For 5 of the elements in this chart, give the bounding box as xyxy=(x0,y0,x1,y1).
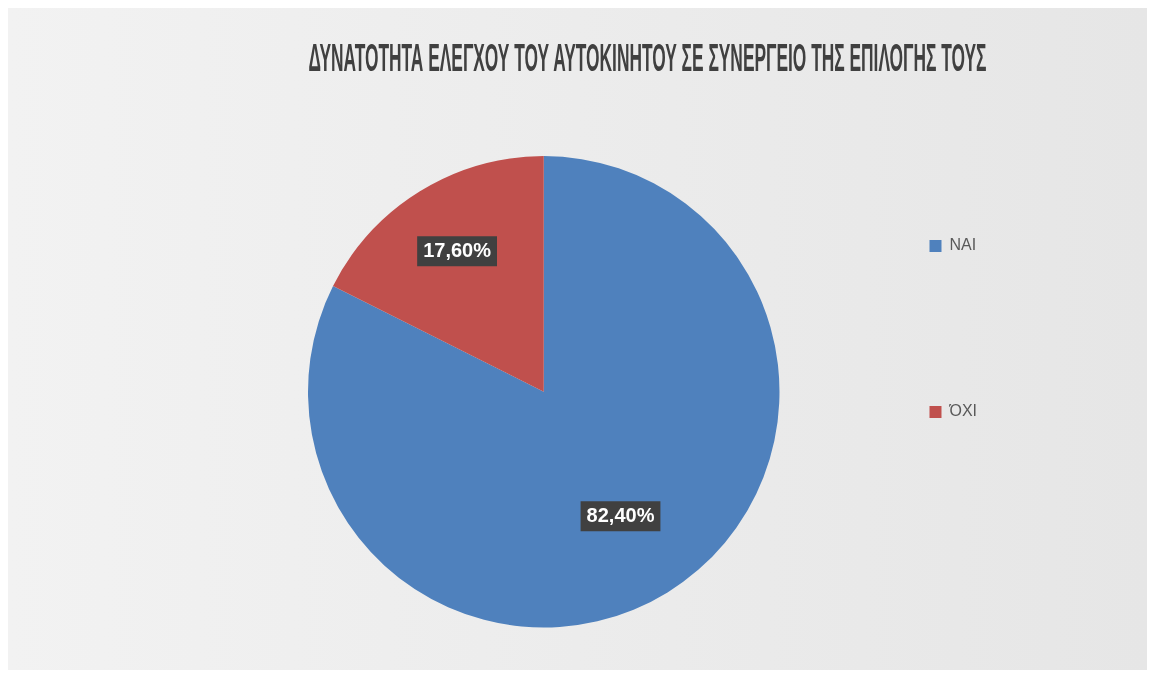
data-label: 17,60% xyxy=(423,238,492,261)
legend-label: ΝΑΙ xyxy=(949,236,977,254)
legend-label: ΌΧΙ xyxy=(948,402,978,420)
chart-title: ΔΥΝΑΤΟΤΗΤΑ ΕΛΕΓΧΟΥ ΤΟΥ ΑΥΤΟΚΙΝΗΤΟΥ ΣΕ ΣΥΝΕΡΓΕΙΟ ΤΗΣ ΕΠΙΛΟΓΗΣ ΤΟΥΣ xyxy=(308,36,987,79)
data-label: 82,40% xyxy=(586,503,655,526)
